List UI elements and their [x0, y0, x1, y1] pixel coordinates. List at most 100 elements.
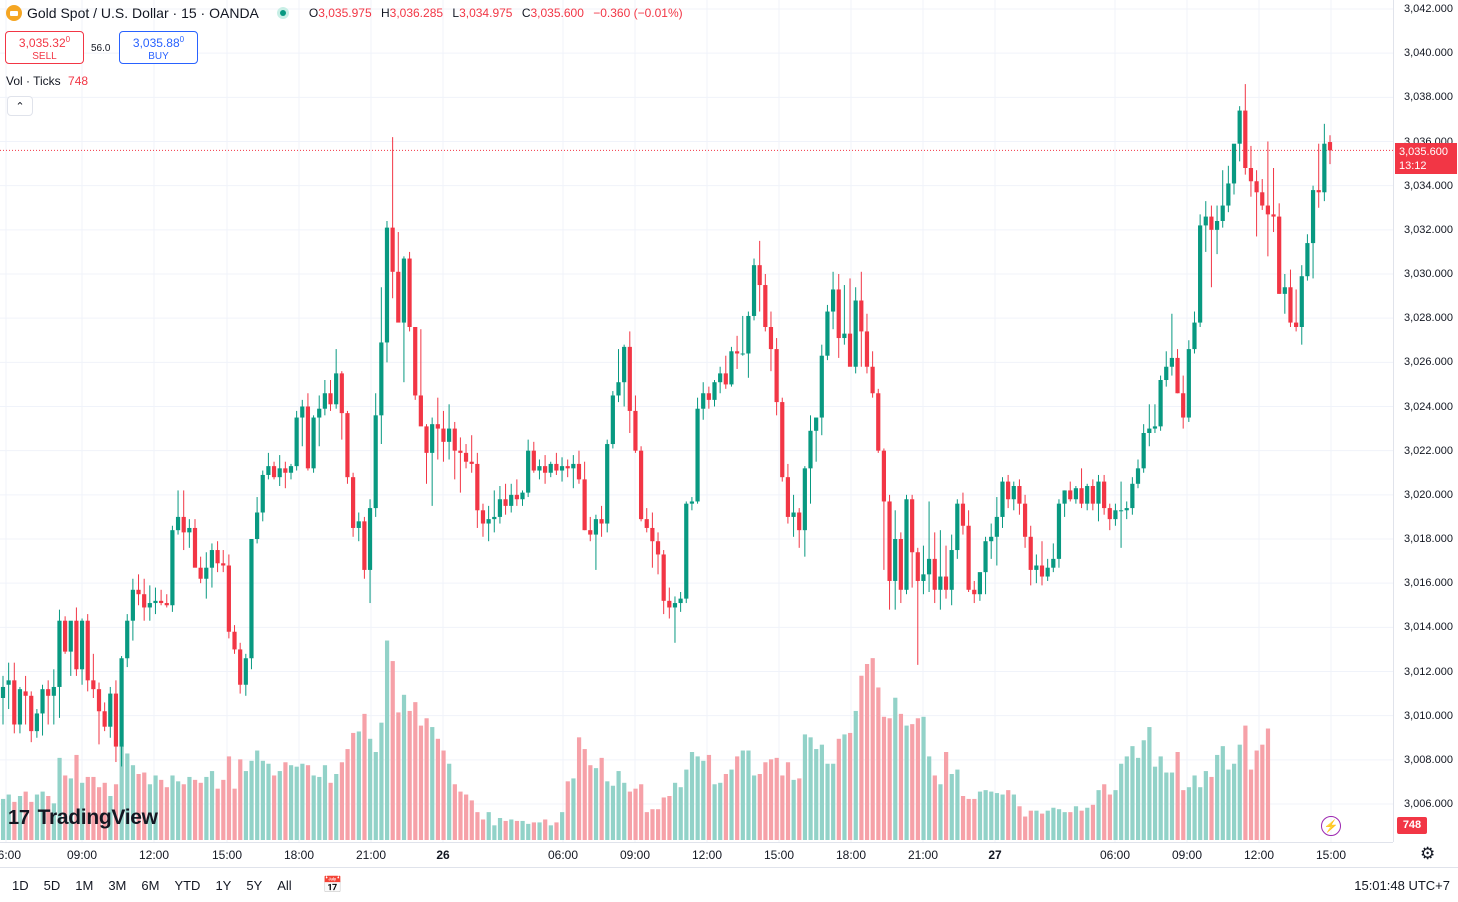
volume-bar	[972, 798, 977, 840]
price-tick-label: 3,012.000	[1404, 665, 1453, 678]
range-all[interactable]: All	[277, 877, 292, 893]
candle-body	[351, 477, 356, 528]
volume-bar	[418, 725, 424, 840]
sell-button[interactable]: 3,035.320 SELL	[5, 31, 84, 64]
volume-bar	[672, 782, 678, 840]
volume-bar	[221, 779, 226, 840]
time-tick-label: 12:00	[1243, 848, 1275, 862]
candle-body	[785, 477, 791, 517]
candlestick-chart[interactable]	[0, 0, 1393, 842]
candle-body	[469, 461, 474, 464]
candle-body	[864, 331, 870, 367]
range-1d[interactable]: 1D	[12, 877, 29, 893]
candle-body	[582, 479, 587, 531]
volume-legend[interactable]: Vol · Ticks 748	[6, 74, 88, 88]
buy-button[interactable]: 3,035.880 BUY	[119, 31, 198, 64]
candle-body	[972, 589, 977, 595]
candle-body	[672, 603, 678, 608]
range-3m[interactable]: 3M	[108, 877, 127, 893]
gear-icon[interactable]: ⚙	[1420, 844, 1436, 863]
candle-body	[198, 567, 203, 579]
volume-bar	[119, 746, 124, 840]
date-range-icon[interactable]: 📅	[322, 877, 343, 894]
volume-bar	[108, 796, 113, 840]
price-scale[interactable]: 3,042.000 3,040.000 3,038.000 3,036.000 3,03…	[1393, 0, 1458, 842]
volume-bar	[1164, 772, 1169, 840]
range-6m[interactable]: 6M	[141, 877, 160, 893]
volume-bar	[526, 823, 531, 840]
candle-body	[119, 658, 124, 747]
range-ytd[interactable]: YTD	[174, 877, 201, 893]
candle-body	[79, 620, 85, 670]
volume-bar	[159, 779, 164, 840]
range-1y[interactable]: 1Y	[215, 877, 232, 893]
candle-body	[379, 342, 384, 416]
volume-bar	[170, 775, 175, 840]
candle-body	[1141, 433, 1146, 469]
symbol-interval[interactable]: 15	[181, 5, 197, 21]
volume-bar	[910, 724, 915, 840]
symbol-name[interactable]: Gold Spot / U.S. Dollar	[27, 5, 169, 21]
range-5d[interactable]: 5D	[43, 877, 61, 893]
volume-bar	[1011, 794, 1016, 840]
candle-body	[23, 691, 28, 696]
candle-body	[1316, 190, 1321, 193]
candle-body	[1327, 142, 1333, 151]
volume-bar	[1141, 740, 1146, 840]
volume-bar	[678, 787, 683, 840]
candle-body	[684, 503, 689, 599]
candle-body	[1135, 468, 1141, 484]
candle-body	[1209, 216, 1214, 230]
price-tick-label: 3,032.000	[1404, 223, 1453, 236]
candle-body	[396, 271, 401, 323]
volume-bar	[260, 760, 265, 840]
volume-bar	[1130, 746, 1135, 840]
candle-body	[1118, 510, 1124, 512]
candle-body	[1254, 181, 1259, 193]
candle-body	[1305, 243, 1310, 277]
volume-bar	[656, 809, 661, 840]
candle-body	[650, 527, 655, 542]
lightning-icon[interactable]: ⚡	[1321, 816, 1341, 836]
candle-body	[249, 539, 254, 659]
tradingview-watermark[interactable]: 17 TradingView	[8, 806, 158, 830]
range-5y[interactable]: 5Y	[246, 877, 263, 893]
candle-body	[1006, 481, 1011, 500]
volume-bar	[605, 781, 610, 840]
range-1m[interactable]: 1M	[75, 877, 94, 893]
candle-body	[1164, 366, 1169, 380]
candle-body	[751, 265, 757, 316]
candle-body	[271, 466, 277, 478]
clock-timezone[interactable]: 15:01:48 UTC+7	[1354, 878, 1450, 893]
volume-bar	[503, 820, 508, 840]
candle-body	[712, 382, 717, 400]
candle-body	[791, 512, 796, 517]
candle-body	[1113, 510, 1118, 520]
time-scale[interactable]: 06:00 09:00 12:00 15:00 18:00 21:00 26 06:00 09:…	[0, 842, 1393, 867]
candle-body	[774, 349, 779, 403]
price-tick-label: 3,034.000	[1404, 179, 1453, 192]
symbol-broker[interactable]: OANDA	[209, 5, 259, 21]
collapse-legend-button[interactable]: ⌃	[7, 96, 33, 116]
volume-bar	[1260, 744, 1265, 840]
candle-body	[734, 351, 740, 354]
candle-body	[17, 689, 23, 725]
candle-body	[226, 565, 231, 632]
volume-bar	[424, 718, 429, 840]
candle-body	[1169, 357, 1174, 367]
volume-bar	[238, 759, 243, 840]
time-tick-label: 12:00	[138, 848, 170, 862]
candle-body	[706, 393, 711, 400]
candle-body	[565, 466, 570, 469]
candle-body	[718, 373, 723, 383]
chart-plot-area[interactable]	[0, 0, 1393, 842]
volume-bar	[1000, 794, 1005, 840]
volume-bar	[1085, 807, 1090, 840]
volume-bar	[176, 781, 181, 840]
volume-bar	[949, 774, 954, 840]
tradingview-logo-icon: 17	[8, 806, 30, 829]
volume-bar	[723, 774, 728, 840]
candle-body	[932, 558, 937, 590]
volume-legend-label: Vol · Ticks	[6, 74, 61, 88]
candle-body	[689, 501, 695, 504]
